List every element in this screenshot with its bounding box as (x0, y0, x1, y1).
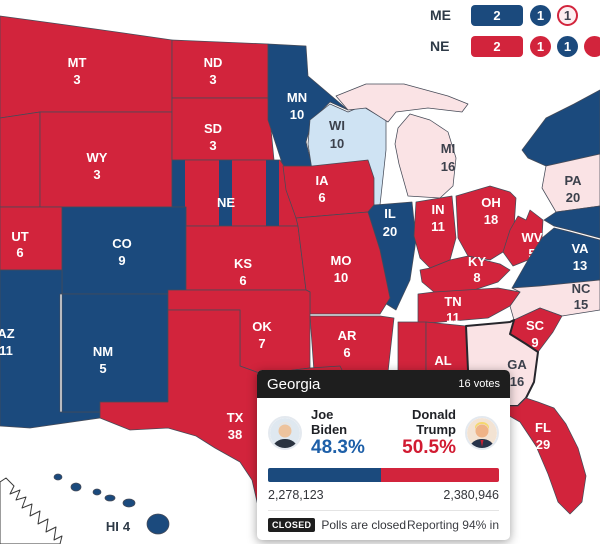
svg-text:WY3: WY 3 (87, 150, 108, 182)
result-bar (268, 467, 499, 482)
tooltip-electoral-votes: 16 votes (458, 378, 500, 390)
svg-text:AR6: AR 6 (338, 328, 357, 360)
state-ohio[interactable]: OH 18 (455, 185, 517, 261)
tooltip-state-name: Georgia (267, 375, 321, 393)
svg-text:SC9: SC 9 (526, 318, 545, 350)
trump-vote-count: 2,380,946 (443, 487, 499, 502)
state-minnesota[interactable]: MN 10 (267, 43, 349, 167)
svg-text:SD3: SD 3 (204, 121, 222, 153)
result-bar-rep (380, 467, 499, 482)
state-tennessee[interactable]: TN 11 (417, 287, 521, 325)
state-nebraska[interactable]: NE (171, 159, 299, 227)
trump-percentage: 50.5% (402, 437, 456, 458)
state-kansas[interactable]: KS 6 (185, 225, 307, 291)
state-florida[interactable]: FL 29 (469, 397, 587, 515)
svg-text:MT3: MT 3 (68, 55, 87, 87)
svg-text:NM5: NM 5 (93, 344, 113, 376)
svg-text:AL: AL (434, 353, 451, 368)
state-result-tooltip: Georgia 16 votes Joe Biden 48.3% Donald … (257, 370, 510, 540)
biden-avatar (268, 415, 302, 450)
result-bar-dem (268, 467, 381, 482)
state-south-dakota[interactable]: SD 3 (171, 97, 275, 161)
split-vote-me-chip[interactable]: 1 (557, 4, 578, 26)
state-hawaii[interactable]: HI 4 (53, 473, 170, 535)
svg-text:NE: NE (217, 195, 235, 210)
state-kentucky[interactable]: KY 8 (419, 254, 511, 293)
state-colorado[interactable]: CO 9 (61, 206, 187, 295)
svg-text:UT6: UT 6 (11, 229, 28, 260)
reporting-status: Reporting 94% in (406, 517, 499, 532)
tooltip-header: Georgia 16 votes (257, 370, 510, 398)
svg-text:CO9: CO 9 (112, 236, 132, 268)
state-iowa[interactable]: IA 6 (282, 159, 375, 219)
state-new-york[interactable] (521, 89, 600, 167)
split-vote-ne-chip[interactable]: 2 (471, 35, 523, 57)
biden-percentage: 48.3% (311, 437, 365, 458)
tooltip-footer: CLOSED Polls are closed Reporting 94% in (268, 509, 499, 532)
state-wyoming[interactable]: WY 3 (39, 111, 173, 208)
trump-avatar (465, 415, 499, 450)
state-north-dakota[interactable]: ND 3 (171, 39, 269, 99)
svg-text:HI4: HI 4 (106, 519, 131, 534)
split-vote-ne-chip[interactable] (584, 35, 600, 57)
polls-status-text: Polls are closed (321, 517, 407, 532)
polls-closed-badge: CLOSED (268, 517, 316, 532)
state-missouri[interactable]: MO 10 (295, 211, 391, 315)
tooltip-body: Joe Biden 48.3% Donald Trump 50.5% (257, 398, 510, 540)
svg-text:OK7: OK 7 (252, 319, 272, 351)
state-utah[interactable]: UT 6 (0, 206, 63, 271)
biden-vote-count: 2,278,123 (268, 487, 324, 502)
state-maryland[interactable] (543, 205, 600, 239)
state-indiana[interactable]: IN 11 (413, 195, 457, 269)
svg-text:IA6: IA 6 (316, 173, 330, 205)
trump-name: Donald Trump (411, 407, 456, 437)
svg-text:ND3: ND 3 (204, 55, 223, 87)
state-alaska-outline[interactable] (0, 477, 63, 544)
split-vote-me-chip[interactable]: 1 (530, 4, 551, 26)
svg-text:KY8: KY 8 (468, 254, 486, 285)
svg-text:KS6: KS 6 (234, 256, 252, 288)
state-idaho[interactable] (0, 111, 41, 208)
nebraska-label: NE (430, 38, 450, 54)
split-vote-ne-chip[interactable]: 1 (557, 35, 578, 57)
maine-label: ME (430, 7, 451, 23)
biden-name: Joe Biden (311, 407, 348, 437)
state-arkansas[interactable]: AR 6 (309, 315, 395, 373)
state-montana[interactable]: MT 3 (0, 15, 173, 119)
state-new-mexico[interactable]: NM 5 (61, 293, 169, 413)
split-vote-ne-chip[interactable]: 1 (530, 35, 551, 57)
state-michigan[interactable]: MI 16 (335, 83, 469, 199)
state-mississippi[interactable] (397, 321, 427, 373)
state-alabama[interactable]: AL (425, 321, 469, 373)
split-vote-me-chip[interactable]: 2 (471, 4, 523, 26)
